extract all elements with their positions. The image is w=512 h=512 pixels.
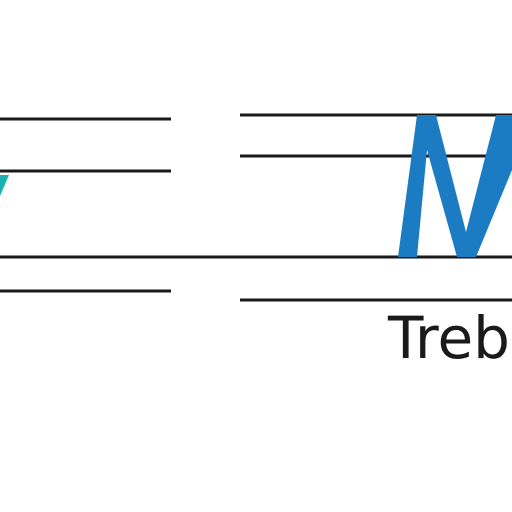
font-name-caption: Trebu	[387, 304, 512, 372]
teal-glyph-fragment	[0, 175, 9, 196]
left-guide-lines	[0, 117, 171, 293]
right-guide-lines	[240, 113, 512, 302]
blue-m-glyph	[398, 115, 512, 257]
